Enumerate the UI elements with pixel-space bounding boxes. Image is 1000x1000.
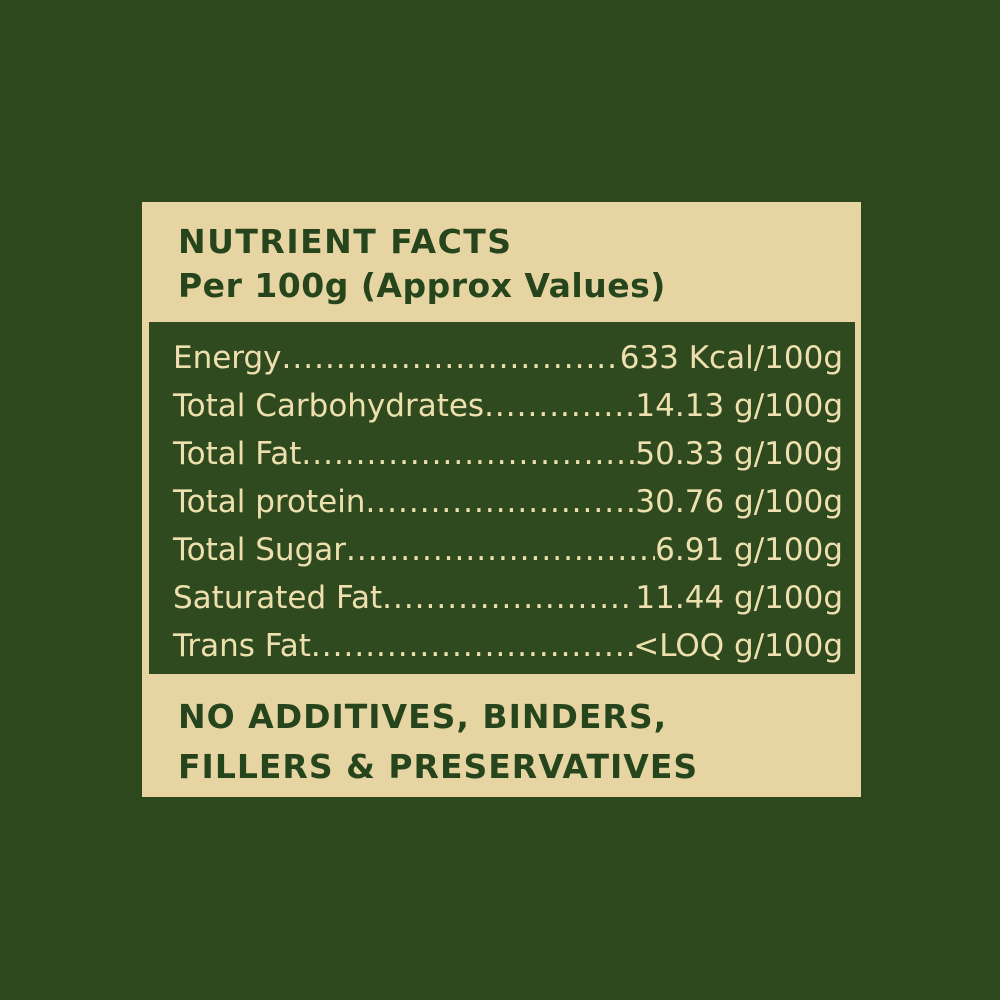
- claim-line-2: FILLERS & PRESERVATIVES: [178, 747, 699, 786]
- nutrient-value: 11.44 g/100g: [635, 580, 843, 616]
- leader-dots: ........................................…: [484, 388, 636, 424]
- nutrient-value: <LOQ g/100g: [633, 628, 843, 664]
- claim-line-1: NO ADDITIVES, BINDERS,: [178, 697, 668, 736]
- leader-dots: ........................................…: [365, 484, 635, 520]
- nutrient-label: Total Sugar: [173, 532, 346, 568]
- nutrient-label: Trans Fat: [173, 628, 311, 664]
- table-row: Trans Fat ..............................…: [173, 622, 843, 670]
- nutrient-label: Total Fat: [173, 436, 302, 472]
- nutrient-label: Total Carbohydrates: [173, 388, 485, 424]
- leader-dots: ........................................…: [346, 532, 655, 568]
- nutrient-label: Saturated Fat: [173, 580, 383, 616]
- table-row: Total protein ..........................…: [173, 478, 843, 526]
- table-row: Total Sugar ............................…: [173, 526, 843, 574]
- nutrient-value: 633 Kcal/100g: [619, 340, 843, 376]
- panel-title: NUTRIENT FACTS: [178, 222, 513, 261]
- nutrient-table: Energy .................................…: [149, 322, 855, 674]
- panel-header: NUTRIENT FACTS Per 100g (Approx Values): [178, 220, 666, 308]
- nutrient-value: 6.91 g/100g: [655, 532, 843, 568]
- leader-dots: ........................................…: [281, 340, 620, 376]
- leader-dots: ........................................…: [310, 628, 633, 664]
- nutrient-value: 50.33 g/100g: [635, 436, 843, 472]
- nutrition-panel: NUTRIENT FACTS Per 100g (Approx Values) …: [142, 202, 861, 797]
- nutrient-value: 30.76 g/100g: [635, 484, 843, 520]
- nutrient-label: Total protein: [173, 484, 366, 520]
- nutrient-label: Energy: [173, 340, 282, 376]
- table-row: Total Carbohydrates ....................…: [173, 382, 843, 430]
- panel-subtitle: Per 100g (Approx Values): [178, 266, 666, 305]
- leader-dots: ........................................…: [301, 436, 636, 472]
- table-row: Energy .................................…: [173, 334, 843, 382]
- no-additives-claim: NO ADDITIVES, BINDERS, FILLERS & PRESERV…: [178, 692, 698, 792]
- nutrient-value: 14.13 g/100g: [635, 388, 843, 424]
- table-row: Saturated Fat ..........................…: [173, 574, 843, 622]
- table-row: Total Fat ..............................…: [173, 430, 843, 478]
- leader-dots: ........................................…: [382, 580, 635, 616]
